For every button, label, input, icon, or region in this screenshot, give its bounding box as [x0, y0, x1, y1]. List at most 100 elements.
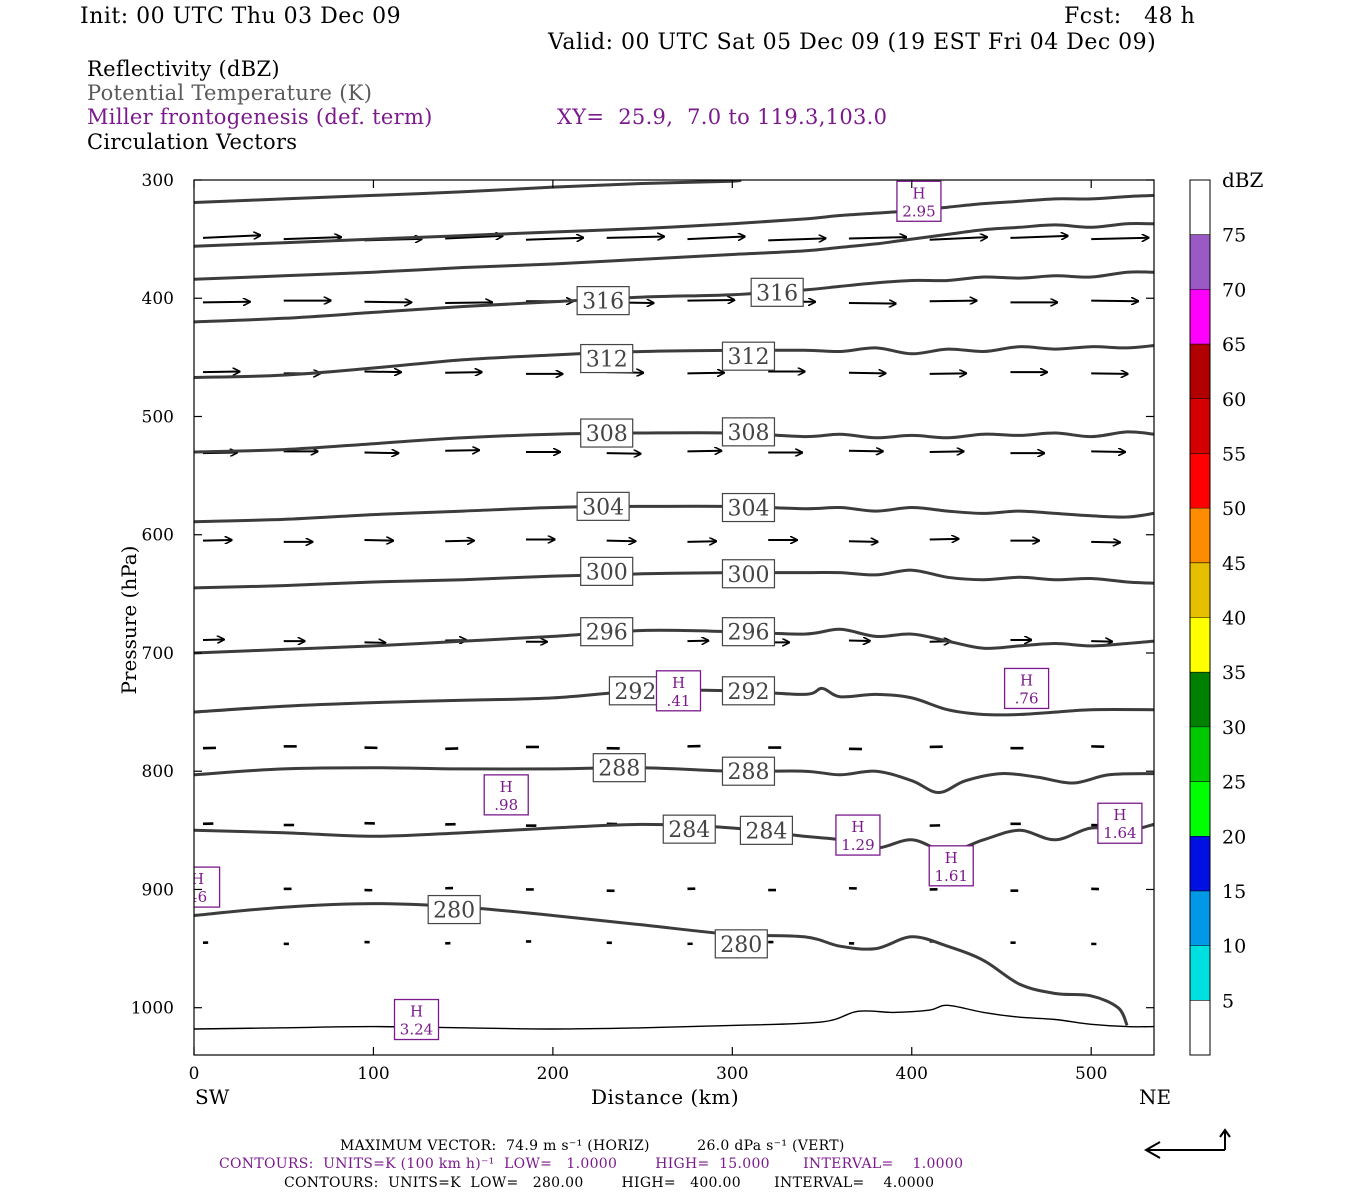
y-tick-label: 300 [142, 171, 174, 191]
circulation-vector [606, 453, 641, 454]
fronto-max-letter: H [1113, 806, 1126, 824]
fronto-max-letter: H [851, 818, 864, 836]
contour-label-box [576, 491, 630, 521]
circulation-vector [848, 451, 883, 452]
colorbar-unit: dBZ [1222, 168, 1264, 192]
y-tick-label: 700 [142, 644, 174, 664]
theta-contour-308 [194, 430, 1154, 454]
circulation-vector [364, 372, 400, 373]
fronto-max-box [896, 180, 942, 222]
circulation-vector [929, 373, 966, 374]
contour-label-box [721, 492, 776, 523]
theta-contour-288 [194, 766, 1154, 795]
x-axis-right-end-label: NE [1139, 1085, 1172, 1109]
x-tick-label: 300 [716, 1064, 748, 1084]
colorbar-swatch [1190, 781, 1210, 837]
contour-label-304: 304 [727, 497, 769, 522]
fronto-max-letter: H [672, 674, 685, 692]
circulation-vector [848, 237, 906, 238]
contour-label-box [721, 341, 776, 371]
colorbar: 5 10 15 20 25 30 35 40 45 50 55 60 65 70 75 [1189, 179, 1246, 1056]
circulation-vector [445, 236, 502, 239]
circulation-vector [202, 302, 250, 303]
valid-time: Valid: 00 UTC Sat 05 Dec 09 (19 EST Fri … [548, 30, 1157, 55]
y-tick-label: 400 [142, 289, 174, 309]
contour-label-288: 288 [727, 760, 769, 785]
contour-label-304: 304 [582, 495, 624, 520]
circulation-vector [1091, 238, 1148, 239]
x-tick-label: 500 [1075, 1064, 1107, 1084]
init-time: Init: 00 UTC Thu 03 Dec 09 [80, 4, 402, 29]
contour-label-312: 312 [727, 345, 769, 370]
contour-label-box [580, 418, 634, 448]
colorbar-level-label: 40 [1222, 608, 1246, 630]
contour-label-308: 308 [586, 422, 628, 447]
theta-contour-312 [194, 344, 1154, 379]
colorbar-level-label: 15 [1222, 881, 1246, 903]
circulation-vector [848, 373, 885, 374]
fronto-max-letter: H [945, 849, 958, 867]
colorbar-level-label: 50 [1222, 498, 1246, 520]
contour-label-300: 300 [586, 560, 628, 585]
colorbar-level-label: 65 [1222, 334, 1246, 356]
contour-label-box [750, 277, 804, 307]
fronto-max-box [928, 845, 974, 887]
colorbar-swatch [1190, 344, 1210, 399]
contour-label-box [721, 559, 776, 589]
contour-label-box [580, 343, 634, 374]
theta-contour-316 [194, 270, 1154, 324]
footer-theta-contours: CONTOURS: UNITS=K LOW= 280.00 HIGH= 400.… [284, 1175, 935, 1191]
circulation-vector [606, 237, 664, 238]
fronto-max-letter: H [500, 778, 513, 796]
theta-contour-280 [194, 902, 1129, 1027]
plot-layer: 280 280 284 284 288 288 292 292 296 296 300 300 304 3… [188, 180, 1154, 1041]
contour-label-316: 316 [756, 281, 798, 306]
contour-label-box [721, 417, 776, 447]
circulation-vector [929, 451, 964, 452]
circulation-vector [1091, 301, 1138, 302]
colorbar-level-label: 30 [1222, 717, 1246, 739]
surface-pressure-line [194, 1004, 1154, 1030]
fronto-max-value: .76 [1015, 689, 1039, 707]
colorbar-swatch [1190, 945, 1210, 1001]
forecast-hour: Fcst: 48 h [1064, 4, 1196, 29]
y-tick-label: 900 [142, 880, 174, 900]
circulation-vector [1091, 373, 1127, 374]
theta-contour-296 [194, 627, 1154, 655]
colorbar-swatch [1190, 289, 1210, 345]
circulation-vector [687, 451, 721, 452]
fronto-max-value: .98 [494, 796, 518, 814]
contour-label-308: 308 [727, 421, 769, 446]
circulation-vector [929, 237, 987, 240]
footer-max-vector: MAXIMUM VECTOR: 74.9 m s⁻¹ (HORIZ) 26.0 … [340, 1138, 845, 1154]
contour-label-box [739, 815, 794, 845]
fronto-max-letter: H [191, 870, 204, 888]
circulation-vector [364, 453, 398, 454]
y-tick-label: 800 [142, 762, 174, 782]
fronto-max-letter: H [1020, 671, 1033, 689]
colorbar-level-label: 25 [1222, 772, 1246, 794]
colorbar-swatch [1190, 1000, 1210, 1055]
colorbar-swatch [1190, 672, 1210, 727]
plot-content: 280 280 284 284 288 288 292 292 296 296 300 300 304 3… [188, 180, 1154, 1041]
contour-label-box [576, 286, 630, 316]
colorbar-swatch [1190, 617, 1210, 673]
contour-label-296: 296 [727, 621, 769, 646]
x-tick-label: 200 [537, 1064, 569, 1084]
contour-label-box [714, 929, 768, 959]
circulation-vector [768, 238, 825, 240]
axis-layer: 300 400 500 600 700 800 900 1000 0 100 200 300 400 50… [131, 171, 1154, 1084]
contour-label-box [592, 753, 646, 783]
colorbar-level-label: 75 [1222, 225, 1246, 247]
circulation-vector [445, 541, 474, 542]
circulation-vector [848, 541, 878, 542]
y-axis-title: Pressure (hPa) [117, 485, 141, 755]
legend-reflectivity: Reflectivity (dBZ) [87, 57, 280, 81]
circulation-vector [848, 303, 896, 304]
colorbar-swatch [1190, 890, 1210, 946]
contour-label-box [721, 756, 776, 786]
contour-label-box [580, 617, 634, 647]
contour-label-312: 312 [586, 348, 628, 373]
fronto-max-value: 46 [188, 888, 207, 906]
legend-potential-temperature: Potential Temperature (K) [87, 81, 373, 105]
